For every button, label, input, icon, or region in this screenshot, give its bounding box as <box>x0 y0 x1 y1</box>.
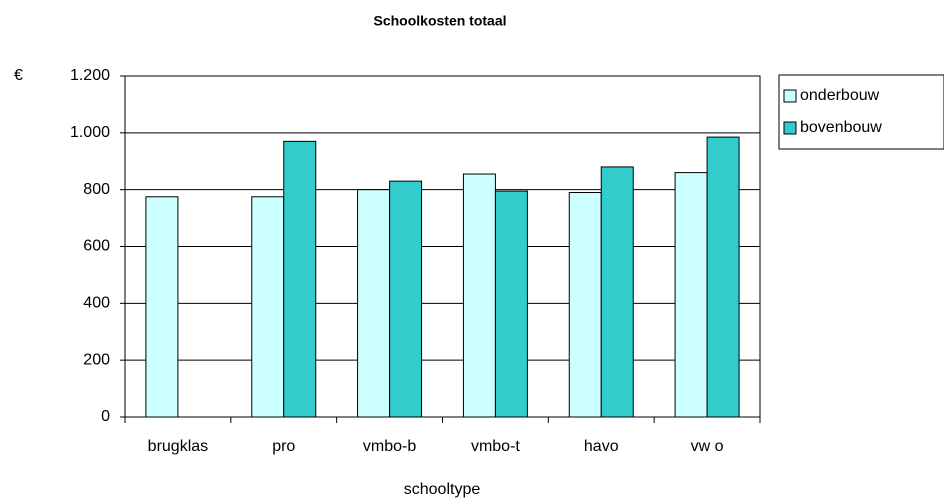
x-tick-label: havo <box>584 438 619 455</box>
y-tick-label: 0 <box>101 408 110 425</box>
y-tick-label: 400 <box>83 295 110 312</box>
legend-label: onderbouw <box>800 87 880 104</box>
x-tick-label: vmbo-b <box>363 438 416 455</box>
bar <box>283 140 317 418</box>
bar <box>145 196 179 418</box>
bar <box>251 196 285 418</box>
bar <box>600 166 634 418</box>
y-tick-label: 1.000 <box>70 124 110 141</box>
x-tick-label: vw o <box>691 438 724 455</box>
x-tick-label: pro <box>272 438 295 455</box>
bar <box>389 180 423 418</box>
bar <box>674 172 708 418</box>
bar <box>494 190 528 418</box>
bar <box>357 189 391 418</box>
y-tick-label: 800 <box>83 181 110 198</box>
legend-box <box>778 74 944 150</box>
chart-title: Schoolkosten totaal <box>373 13 506 29</box>
bar <box>462 173 496 418</box>
x-tick-label: brugklas <box>148 438 208 455</box>
y-tick-label: 600 <box>83 238 110 255</box>
legend-swatch <box>783 121 797 135</box>
bar <box>706 136 740 418</box>
bar <box>568 192 602 418</box>
y-tick-label: 200 <box>83 351 110 368</box>
legend-swatch <box>783 89 797 103</box>
y-axis-label: € <box>14 67 23 84</box>
y-tick-label: 1.200 <box>70 67 110 84</box>
x-axis-label: schooltype <box>404 481 481 498</box>
legend-label: bovenbouw <box>800 119 882 136</box>
x-tick-label: vmbo-t <box>471 438 520 455</box>
